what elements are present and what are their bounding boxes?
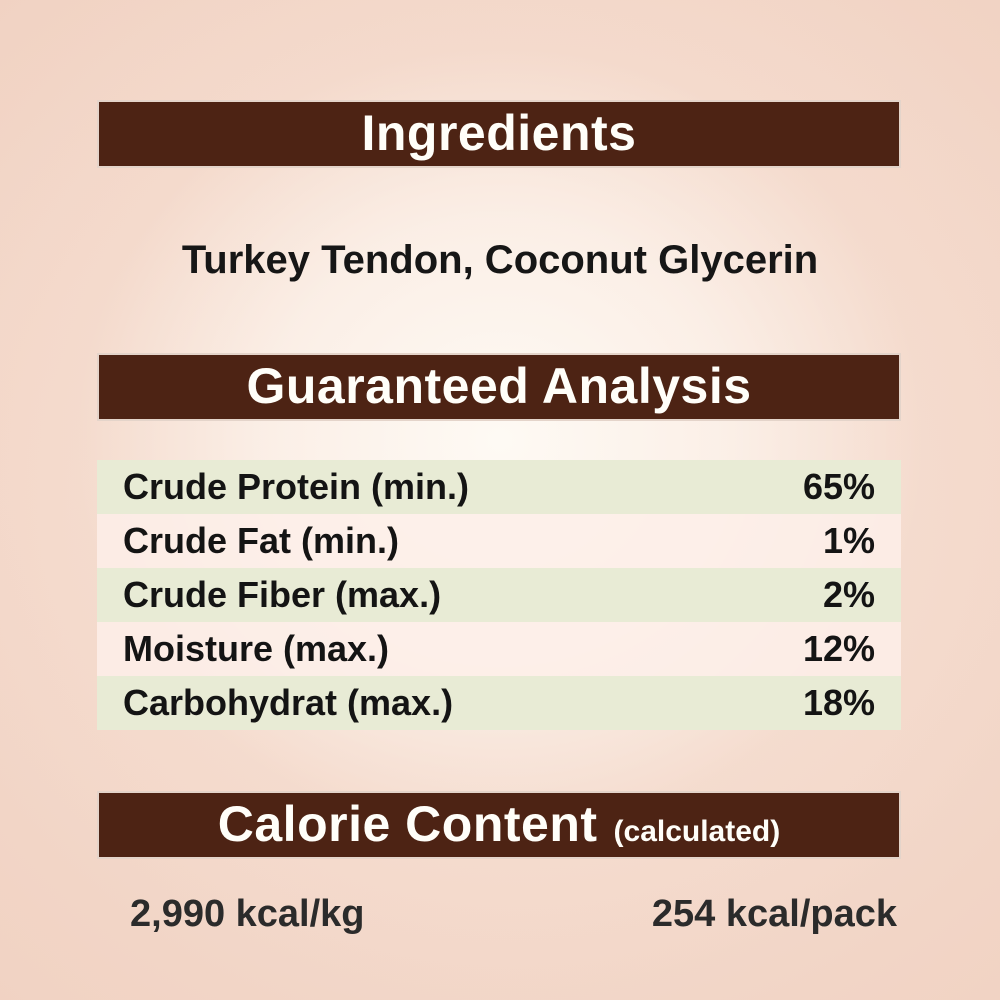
analysis-row-value: 1% [822, 520, 875, 561]
table-row: Moisture (max.) 12% [97, 622, 901, 676]
kcal-per-kg-value: 2,990 kcal/kg [130, 893, 365, 935]
guaranteed-analysis-header-bar: Guaranteed Analysis [97, 353, 901, 421]
analysis-row-value: 65% [802, 466, 875, 507]
table-row: Crude Protein (min.) 65% [97, 460, 901, 514]
analysis-row-label: Carbohydrat (max.) [123, 682, 454, 723]
guaranteed-analysis-title: Guaranteed Analysis [246, 358, 752, 414]
table-row: Crude Fat (min.) 1% [97, 514, 901, 568]
kcal-per-pack-value: 254 kcal/pack [651, 893, 897, 935]
calorie-content-subtitle: (calculated) [613, 815, 781, 848]
analysis-row-value: 18% [802, 682, 875, 723]
analysis-row-value: 2% [822, 574, 875, 615]
ingredients-header-bar: Ingredients [97, 100, 901, 168]
analysis-row-label: Crude Protein (min.) [123, 466, 470, 507]
analysis-row-label: Moisture (max.) [123, 628, 390, 669]
analysis-row-label: Crude Fat (min.) [123, 520, 399, 561]
analysis-row-value: 12% [802, 628, 875, 669]
analysis-row-label: Crude Fiber (max.) [123, 574, 442, 615]
guaranteed-analysis-table: Crude Protein (min.) 65% Crude Fat (min.… [97, 460, 901, 730]
ingredients-list: Turkey Tendon, Coconut Glycerin [181, 238, 819, 282]
table-row: Crude Fiber (max.) 2% [97, 568, 901, 622]
calorie-content-title: Calorie Content [217, 796, 598, 852]
table-row: Carbohydrat (max.) 18% [97, 676, 901, 730]
calorie-values-row: 2,990 kcal/kg 254 kcal/pack [0, 893, 1000, 936]
ingredients-title: Ingredients [361, 105, 637, 161]
calorie-content-header-bar: Calorie Content (calculated) [97, 791, 901, 859]
